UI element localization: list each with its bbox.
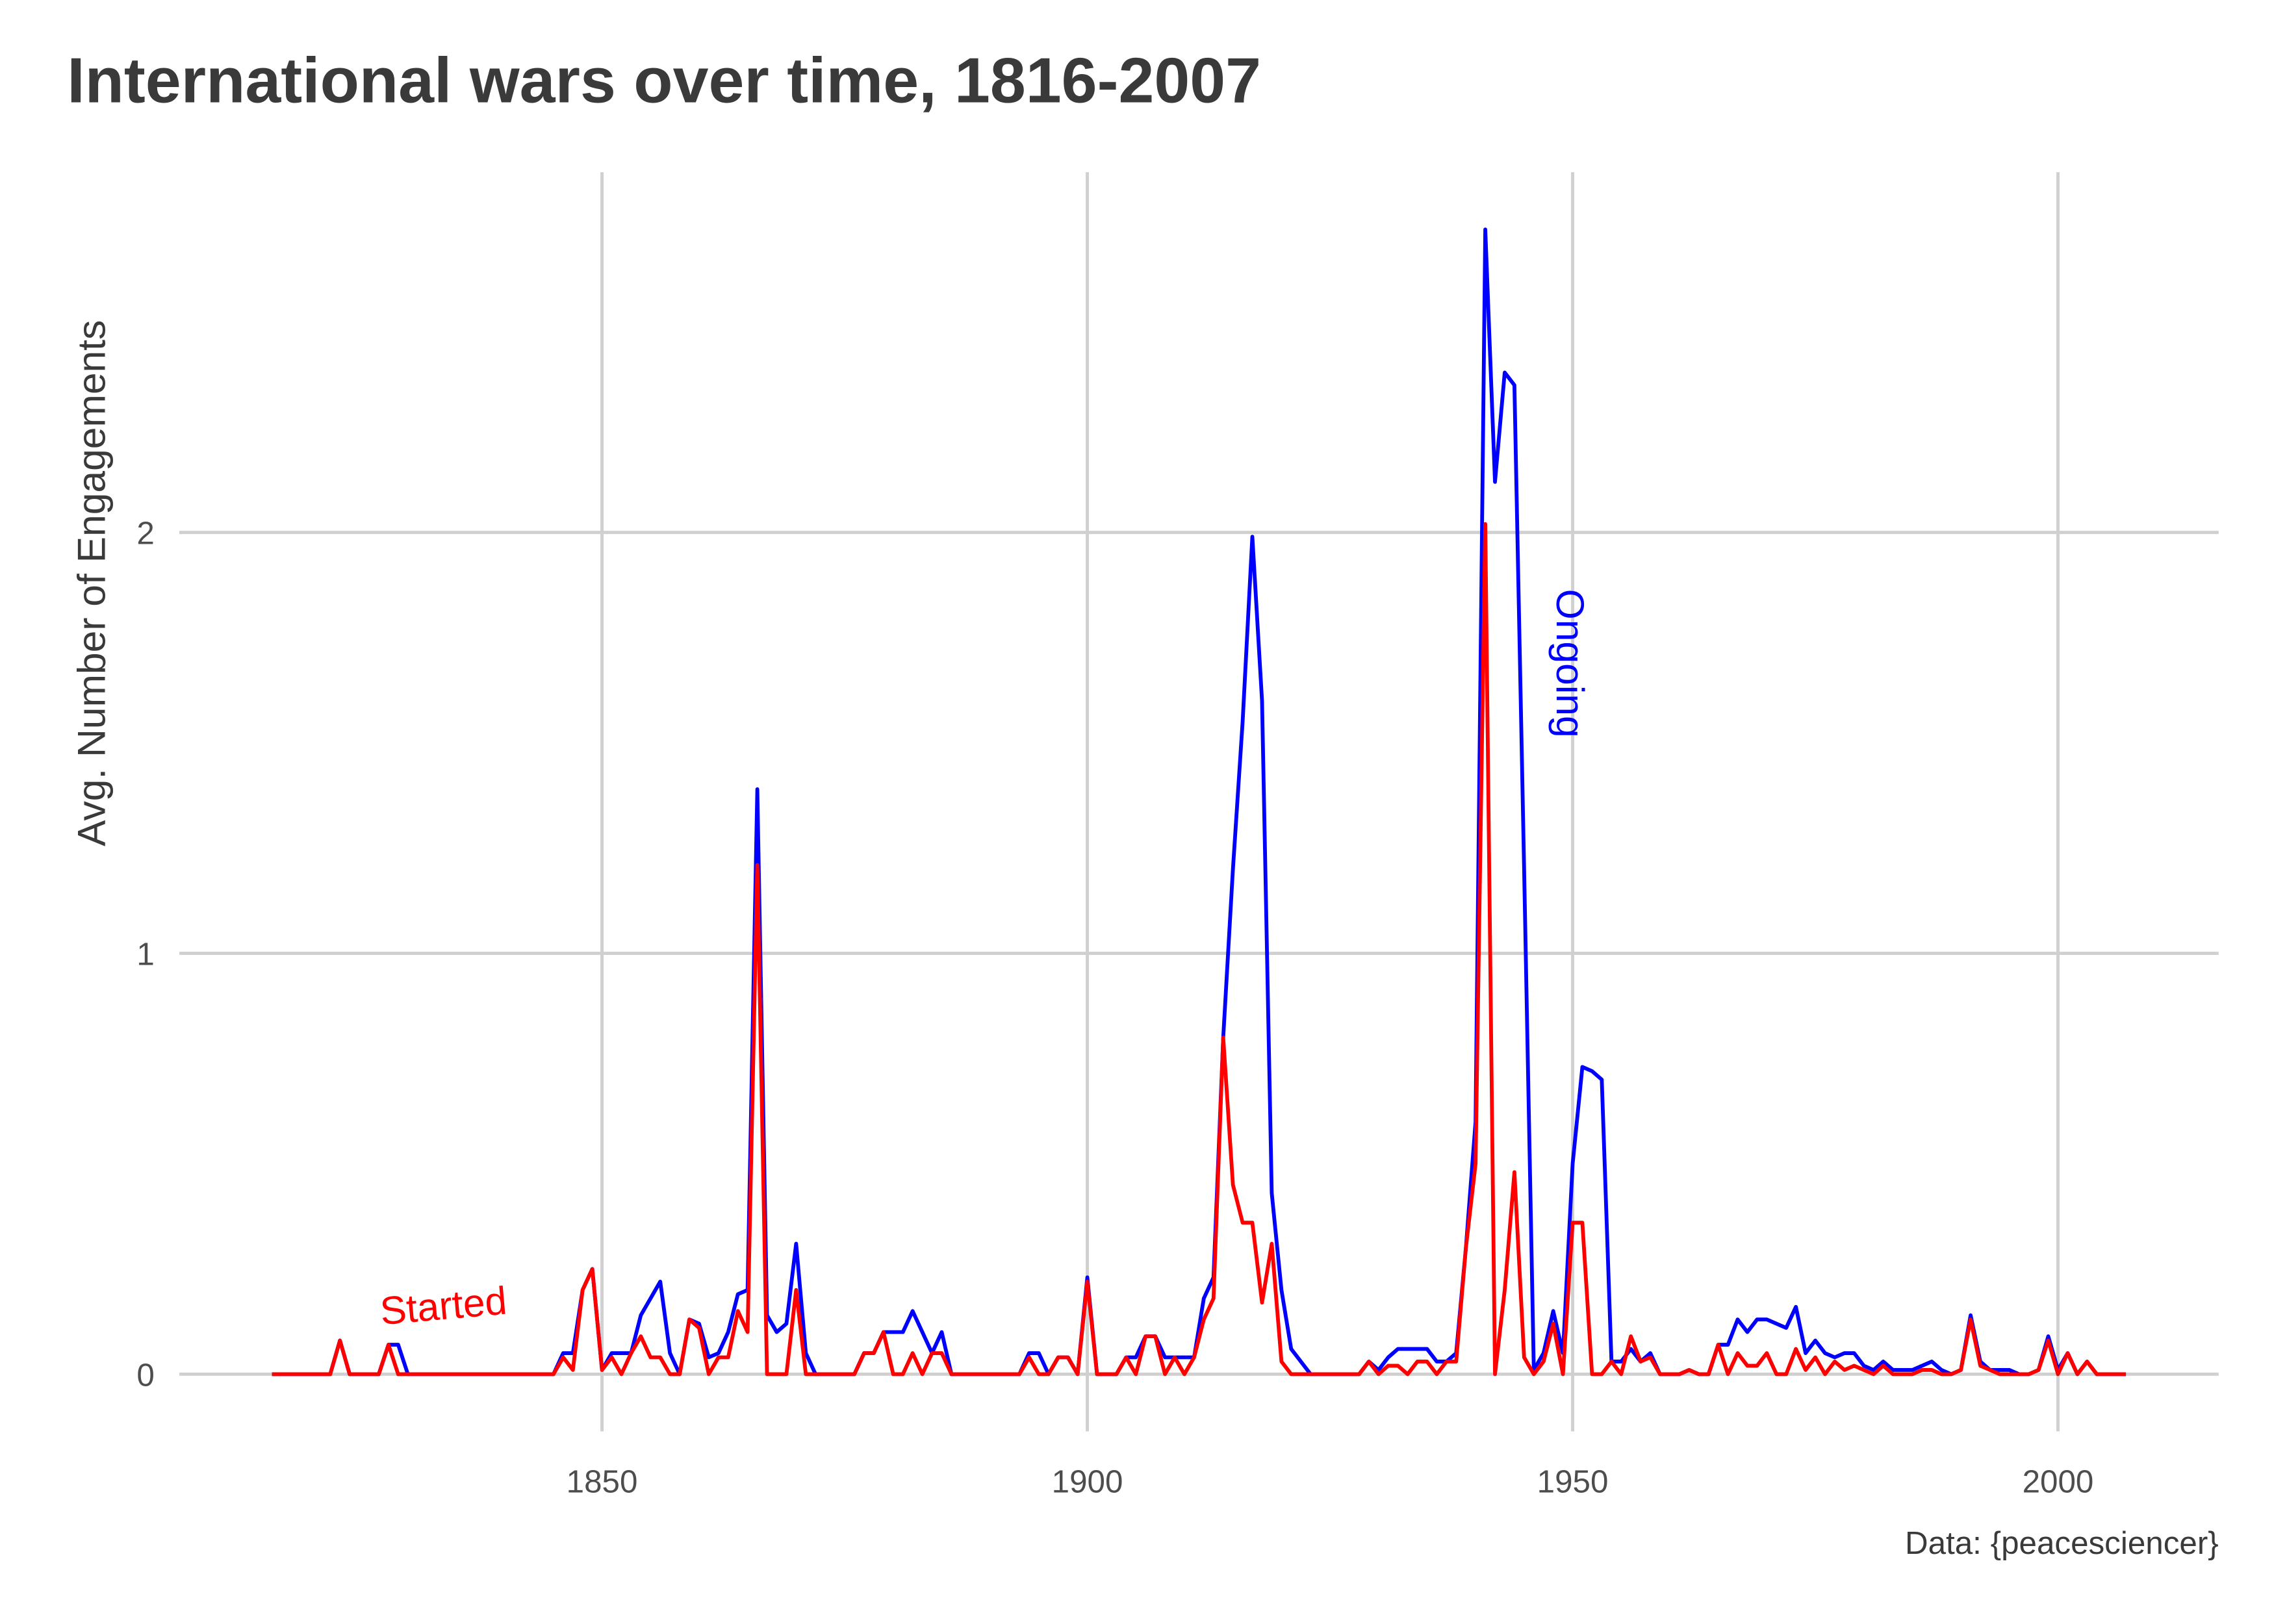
series-label: Ongoing	[1548, 589, 1592, 738]
chart-title: International wars over time, 1816-2007	[67, 44, 1261, 116]
grid	[179, 172, 2219, 1432]
x-tick-label: 2000	[2023, 1464, 2094, 1500]
caption: Data: {peacesciencer}	[1905, 1525, 2219, 1561]
y-tick-label: 1	[136, 936, 154, 972]
x-tick-label: 1950	[1537, 1464, 1609, 1500]
x-tick-label: 1900	[1052, 1464, 1123, 1500]
lines	[272, 227, 2127, 1377]
y-axis-label: Avg. Number of Engagements	[70, 320, 114, 846]
series-label: Started	[378, 1278, 508, 1333]
series-line	[272, 522, 2127, 1377]
y-tick-label: 0	[136, 1357, 154, 1393]
y-tick-label: 2	[136, 516, 154, 552]
x-tick-label: 1850	[567, 1464, 638, 1500]
